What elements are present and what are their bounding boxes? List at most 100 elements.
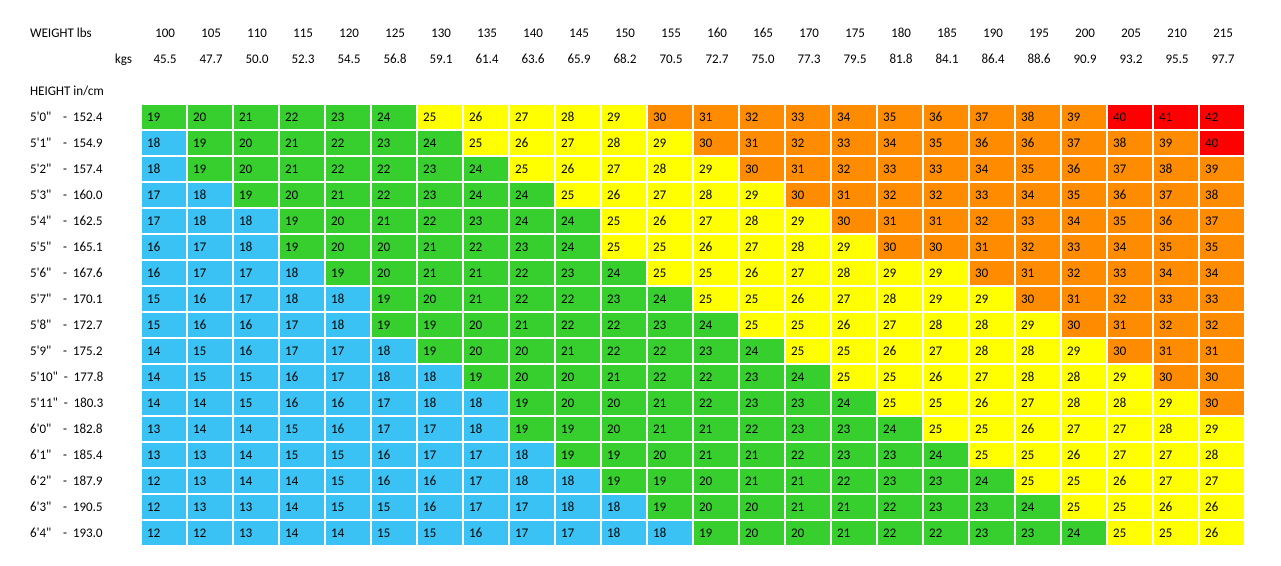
bmi-cell: 15: [188, 339, 232, 363]
bmi-cell: 30: [878, 235, 922, 259]
bmi-cell: 18: [602, 521, 646, 545]
bmi-cell: 30: [1016, 287, 1060, 311]
weight-lbs-col: 175: [832, 26, 878, 41]
bmi-cell: 20: [464, 339, 508, 363]
bmi-cell: 21: [740, 469, 784, 493]
bmi-cell: 19: [280, 209, 324, 233]
bmi-cell: 29: [786, 209, 830, 233]
weight-kgs-col: 65.9: [556, 52, 602, 67]
bmi-cell: 23: [372, 131, 416, 155]
bmi-cell: 29: [740, 183, 784, 207]
bmi-cell: 28: [786, 235, 830, 259]
bmi-cell: 20: [556, 365, 600, 389]
bmi-cell: 35: [1016, 157, 1060, 181]
bmi-cell: 20: [234, 157, 278, 181]
bmi-cell: 16: [418, 495, 462, 519]
bmi-cell: 34: [1154, 261, 1198, 285]
bmi-cell: 24: [510, 209, 554, 233]
bmi-cell: 20: [326, 235, 370, 259]
bmi-cell: 21: [786, 469, 830, 493]
weight-lbs-col: 170: [786, 26, 832, 41]
bmi-cell: 26: [1200, 521, 1244, 545]
height-row: 6'3" - 190.51213131415151617171818192020…: [24, 494, 1257, 520]
bmi-cell: 20: [694, 495, 738, 519]
bmi-cell: 27: [970, 365, 1014, 389]
bmi-cell: 14: [142, 339, 186, 363]
weight-lbs-col: 210: [1154, 26, 1200, 41]
weight-lbs-col: 115: [280, 26, 326, 41]
weight-kgs-col: 68.2: [602, 52, 648, 67]
bmi-cell: 27: [878, 313, 922, 337]
bmi-cell: 27: [740, 235, 784, 259]
bmi-cell: 21: [740, 443, 784, 467]
weight-lbs-col: 125: [372, 26, 418, 41]
bmi-cell: 29: [1154, 391, 1198, 415]
bmi-cell: 23: [970, 521, 1014, 545]
bmi-cell: 25: [832, 365, 876, 389]
bmi-cell: 25: [786, 339, 830, 363]
weight-kgs-col: 97.7: [1200, 52, 1246, 67]
bmi-cell: 26: [1108, 469, 1152, 493]
bmi-cell: 27: [1200, 469, 1244, 493]
bmi-cell: 31: [1108, 313, 1152, 337]
bmi-cell: 20: [326, 209, 370, 233]
height-row-label: 5'4" - 162.5: [24, 214, 142, 229]
bmi-cell: 22: [694, 365, 738, 389]
bmi-cell: 25: [924, 391, 968, 415]
bmi-cell: 19: [694, 521, 738, 545]
bmi-cell: 22: [510, 261, 554, 285]
bmi-cell: 25: [510, 157, 554, 181]
bmi-cell: 28: [924, 313, 968, 337]
bmi-cell: 26: [1062, 443, 1106, 467]
bmi-cell: 22: [878, 521, 922, 545]
bmi-cell: 35: [878, 105, 922, 129]
bmi-cell: 20: [602, 417, 646, 441]
bmi-cell: 30: [694, 131, 738, 155]
bmi-cell: 18: [326, 287, 370, 311]
bmi-cell: 17: [556, 521, 600, 545]
bmi-cell: 28: [970, 313, 1014, 337]
bmi-cell: 19: [280, 235, 324, 259]
bmi-cell: 26: [924, 365, 968, 389]
bmi-cell: 25: [832, 339, 876, 363]
bmi-cell: 20: [510, 365, 554, 389]
bmi-cell: 26: [648, 209, 692, 233]
bmi-cell: 25: [878, 391, 922, 415]
bmi-cell: 18: [648, 521, 692, 545]
bmi-cell: 19: [648, 469, 692, 493]
bmi-cell: 18: [556, 495, 600, 519]
bmi-cell: 16: [234, 339, 278, 363]
bmi-cell: 18: [280, 261, 324, 285]
bmi-cell: 16: [234, 313, 278, 337]
bmi-cell: 25: [878, 365, 922, 389]
bmi-cell: 34: [970, 157, 1014, 181]
bmi-cell: 21: [556, 339, 600, 363]
weight-kgs-col: 79.5: [832, 52, 878, 67]
bmi-cell: 31: [1200, 339, 1244, 363]
height-row-label: 6'3" - 190.5: [24, 500, 142, 515]
bmi-cell: 25: [1154, 521, 1198, 545]
bmi-cell: 25: [464, 131, 508, 155]
weight-kgs-col: 95.5: [1154, 52, 1200, 67]
bmi-cell: 28: [1016, 339, 1060, 363]
bmi-cell: 15: [372, 495, 416, 519]
weight-kgs-col: 61.4: [464, 52, 510, 67]
bmi-cell: 14: [280, 521, 324, 545]
bmi-cell: 18: [510, 469, 554, 493]
bmi-cell: 21: [372, 209, 416, 233]
height-row-label: 5'9" - 175.2: [24, 344, 142, 359]
height-row-label: 5'8" - 172.7: [24, 318, 142, 333]
height-row-label: 5'10" - 177.8: [24, 370, 142, 385]
weight-kgs-col: 90.9: [1062, 52, 1108, 67]
bmi-cell: 32: [1200, 313, 1244, 337]
bmi-cell: 14: [188, 391, 232, 415]
bmi-cell: 21: [694, 443, 738, 467]
weight-kgs-col: 75.0: [740, 52, 786, 67]
height-row-label: 6'2" - 187.9: [24, 474, 142, 489]
height-row: 5'1" - 154.91819202122232425262728293031…: [24, 130, 1257, 156]
bmi-cell: 36: [1016, 131, 1060, 155]
bmi-cell: 29: [924, 261, 968, 285]
weight-lbs-col: 190: [970, 26, 1016, 41]
bmi-cell: 14: [234, 417, 278, 441]
bmi-cell: 28: [602, 131, 646, 155]
